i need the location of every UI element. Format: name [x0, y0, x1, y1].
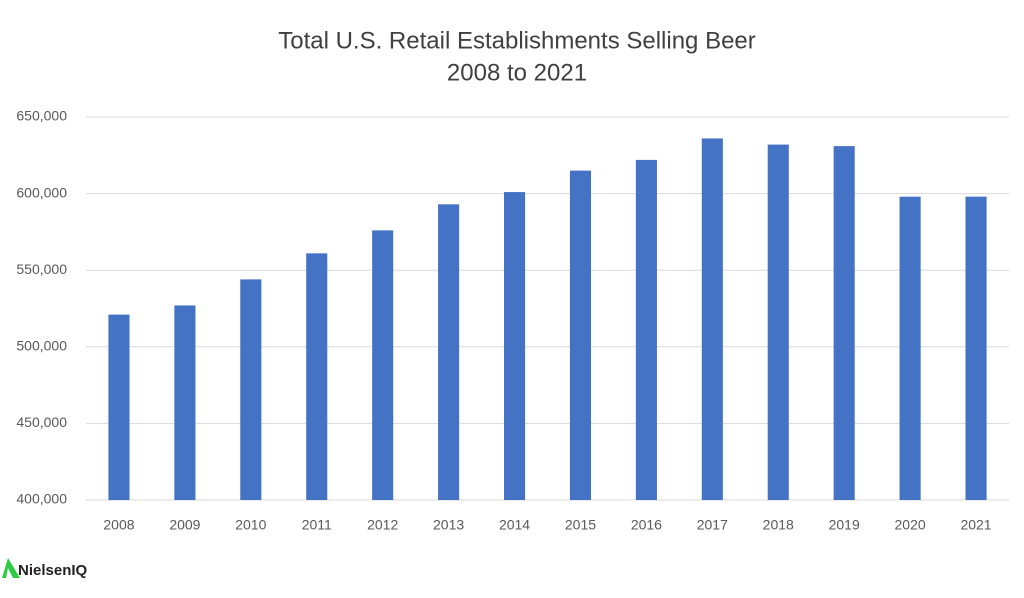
x-tick-label: 2021	[960, 517, 991, 533]
chart-title: Total U.S. Retail Establishments Selling…	[278, 27, 756, 54]
bar	[701, 138, 723, 500]
x-tick-label: 2019	[829, 517, 860, 533]
bar	[174, 305, 196, 500]
y-tick-label: 550,000	[16, 261, 67, 277]
y-tick-label: 600,000	[16, 184, 67, 200]
y-tick-label: 650,000	[16, 108, 67, 124]
x-tick-label: 2020	[895, 517, 926, 533]
bar	[438, 204, 460, 500]
bar	[833, 146, 855, 500]
x-tick-label: 2017	[697, 517, 728, 533]
x-tick-label: 2013	[433, 517, 464, 533]
source-logo: NielsenIQ	[18, 562, 88, 579]
bar	[503, 192, 526, 500]
bar	[569, 170, 592, 500]
bar	[240, 279, 262, 500]
x-tick-label: 2009	[169, 517, 200, 533]
logo-icon	[2, 558, 20, 578]
bar	[306, 253, 328, 500]
x-tick-label: 2016	[631, 517, 662, 533]
x-tick-label: 2015	[565, 517, 596, 533]
x-tick-label: 2010	[235, 517, 266, 533]
bar	[899, 196, 921, 500]
y-tick-label: 450,000	[16, 414, 67, 430]
y-tick-label: 500,000	[16, 338, 67, 354]
bar	[108, 314, 130, 500]
bar	[372, 230, 394, 501]
bar	[767, 144, 789, 501]
bar	[635, 159, 657, 500]
x-tick-label: 2012	[367, 517, 398, 533]
x-tick-label: 2014	[499, 517, 530, 533]
y-tick-label: 400,000	[16, 491, 67, 507]
x-tick-label: 2011	[302, 517, 332, 533]
x-tick-label: 2018	[763, 517, 794, 533]
x-tick-label: 2008	[103, 517, 134, 533]
chart-subtitle: 2008 to 2021	[447, 59, 587, 86]
bar	[965, 196, 987, 500]
